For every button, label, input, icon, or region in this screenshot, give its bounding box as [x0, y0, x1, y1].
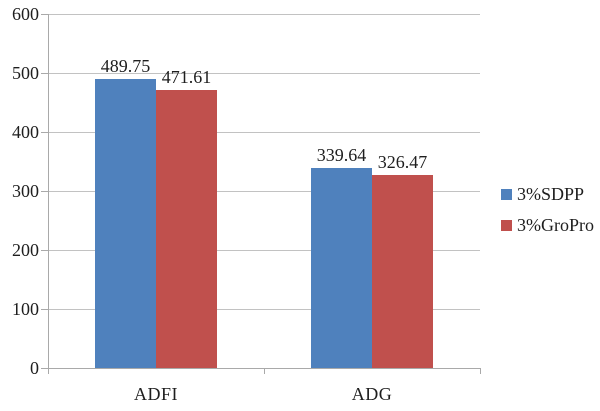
legend-label: 3%GroPro: [517, 215, 594, 235]
y-axis-tick: [41, 309, 48, 310]
bar: [372, 175, 433, 368]
legend-swatch-icon: [501, 188, 512, 200]
y-axis-label: 600: [12, 4, 39, 24]
legend: 3%SDPP 3%GroPro: [501, 184, 594, 246]
bar: [311, 167, 372, 368]
y-axis-label: 100: [12, 299, 39, 319]
bar-value-label: 471.61: [161, 66, 212, 87]
bar-value-label: 326.47: [377, 152, 428, 173]
gridline: [48, 132, 480, 133]
bar: [156, 89, 217, 368]
y-axis-label: 0: [30, 358, 39, 378]
gridline: [48, 14, 480, 15]
category-label: ADG: [351, 384, 393, 404]
legend-item: 3%GroPro: [501, 215, 594, 235]
y-axis-line: [48, 14, 49, 368]
gridline: [48, 191, 480, 192]
y-axis-label: 300: [12, 181, 39, 201]
x-axis-tick: [480, 369, 481, 374]
category-label: ADFI: [133, 384, 178, 404]
y-axis-tick: [41, 132, 48, 133]
bar-value-label: 339.64: [316, 144, 367, 165]
x-axis-line: [48, 368, 481, 369]
y-axis-label: 400: [12, 122, 39, 142]
x-axis-tick: [48, 369, 49, 374]
y-axis-label: 500: [12, 63, 39, 83]
bar: [95, 79, 156, 368]
gridline: [48, 309, 480, 310]
y-axis-tick: [41, 368, 48, 369]
y-axis-tick: [41, 73, 48, 74]
legend-label: 3%SDPP: [517, 184, 585, 204]
x-axis-tick: [264, 369, 265, 374]
y-axis-tick: [41, 191, 48, 192]
y-axis-tick: [41, 14, 48, 15]
y-axis-tick: [41, 250, 48, 251]
gridline: [48, 73, 480, 74]
legend-swatch-icon: [501, 219, 512, 231]
y-axis-label: 200: [12, 240, 39, 260]
gridline: [48, 250, 480, 251]
legend-item: 3%SDPP: [501, 184, 594, 204]
bar-value-label: 489.75: [100, 56, 151, 77]
